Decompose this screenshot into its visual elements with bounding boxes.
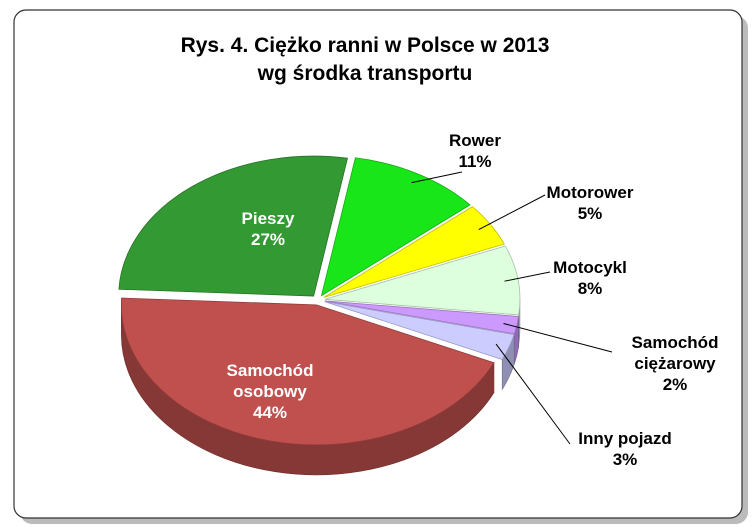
category-label: Motorower [546,183,634,202]
slice-label: Pieszy 27% [218,208,318,250]
slice [324,301,515,360]
value-label: 11% [458,152,492,171]
value-label: 2% [662,375,688,394]
slice-label: Samochód ciężarowy 2% [610,332,740,395]
category-label: Pieszy [241,209,295,228]
value-label: 5% [577,204,603,223]
slice [118,155,348,297]
slice-label: Rower 11% [435,130,515,172]
slice-label: Inny pojazd 3% [555,428,695,470]
value-label: 8% [577,279,603,298]
slice [320,157,471,297]
slice-label: Motorower 5% [535,182,645,224]
slice [323,206,505,298]
leader-line [495,343,571,445]
slice [120,297,495,446]
category-label: Inny pojazd [578,429,672,448]
leader-line [478,194,546,230]
value-label: 44% [252,403,288,422]
pie [118,155,613,476]
category-label: Samochód osobowy [226,361,314,401]
leader-line [411,171,463,184]
category-label: Samochód ciężarowy [631,333,719,373]
value-label: 3% [612,450,638,469]
chart-subtitle: wg środka transportu [257,62,473,85]
slice [324,245,521,316]
category-label: Rower [449,131,501,150]
pie-tops [118,155,521,446]
chart-title: Rys. 4. Ciężko ranni w Polsce w 2013 [180,34,550,57]
slice-label: Motocykl 8% [540,257,640,299]
slice [324,300,520,335]
value-label: 27% [250,230,286,249]
slice-label: Samochód osobowy 44% [195,360,345,423]
leader-line [503,322,613,353]
leader-line [504,271,551,282]
leader-lines [411,171,613,445]
category-label: Motocykl [553,258,627,277]
